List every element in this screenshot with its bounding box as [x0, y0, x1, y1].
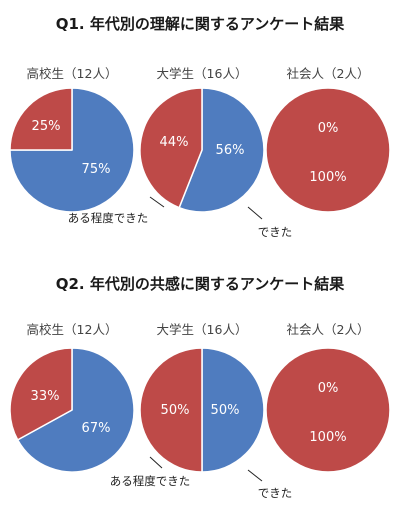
callout-line-q1-done	[247, 206, 263, 220]
pie-label-q1-working-adult-done: 0%	[318, 121, 339, 136]
pie-slice-q2-university-done	[201, 347, 265, 473]
pie-title-q1-university: 大学生（16人）	[157, 66, 248, 81]
pie-slice-q1-university-partial	[139, 87, 203, 209]
chart-section-q1: Q1. 年代別の理解に関するアンケート結果 高校生（12人） 大学生（16人） …	[9, 15, 391, 239]
pie-label-q1-high-school-done: 75%	[82, 162, 111, 177]
pies-q2: 67% 33% 50% 50% 0% 100%	[9, 347, 391, 473]
pie-slice-q2-working-adult-partial	[265, 347, 391, 473]
pie-label-q2-working-adult-done: 0%	[318, 381, 339, 396]
pie-slice-q1-university-done	[178, 87, 265, 213]
pie-slice-q1-high-school-partial	[9, 87, 73, 151]
pie-title-q2-working-adult: 社会人（2人）	[287, 322, 370, 337]
pie-slice-q1-working-adult-partial	[265, 87, 391, 213]
pie-label-q1-high-school-partial: 25%	[32, 119, 61, 134]
pie-slice-q2-university-partial	[139, 347, 203, 473]
pie-title-q1-working-adult: 社会人（2人）	[287, 66, 370, 81]
callout-line-q2-done	[247, 469, 263, 482]
pie-title-q2-high-school: 高校生（12人）	[27, 322, 118, 337]
callout-q1-done: できた	[258, 225, 293, 239]
pie-label-q2-working-adult-partial: 100%	[309, 430, 346, 445]
pie-label-q1-university-done: 56%	[216, 143, 245, 158]
pie-label-q2-university-partial: 50%	[161, 403, 190, 418]
pie-label-q2-high-school-partial: 33%	[31, 389, 60, 404]
pies-q1: 75% 25% 56% 44% 0% 100%	[9, 87, 391, 213]
pie-title-q1-high-school: 高校生（12人）	[27, 66, 118, 81]
callout-line-q1-partial	[149, 196, 165, 208]
chart-title-q2: Q2. 年代別の共感に関するアンケート結果	[56, 275, 346, 293]
pie-title-q2-university: 大学生（16人）	[157, 322, 248, 337]
callout-q1-partial: ある程度できた	[68, 211, 149, 225]
pie-slice-q2-high-school-done	[16, 347, 135, 473]
chart-title-q1: Q1. 年代別の理解に関するアンケート結果	[56, 15, 346, 33]
pie-label-q2-high-school-done: 67%	[82, 421, 111, 436]
pie-slice-q2-high-school-partial	[9, 347, 73, 441]
pie-label-q1-university-partial: 44%	[160, 135, 189, 150]
pie-label-q2-university-done: 50%	[211, 403, 240, 418]
callout-q2-done: できた	[258, 486, 293, 500]
callout-q2-partial: ある程度できた	[110, 474, 191, 488]
callout-line-q2-partial	[149, 456, 163, 469]
chart-section-q2: Q2. 年代別の共感に関するアンケート結果 高校生（12人） 大学生（16人） …	[9, 275, 391, 500]
pie-label-q1-working-adult-partial: 100%	[309, 170, 346, 185]
